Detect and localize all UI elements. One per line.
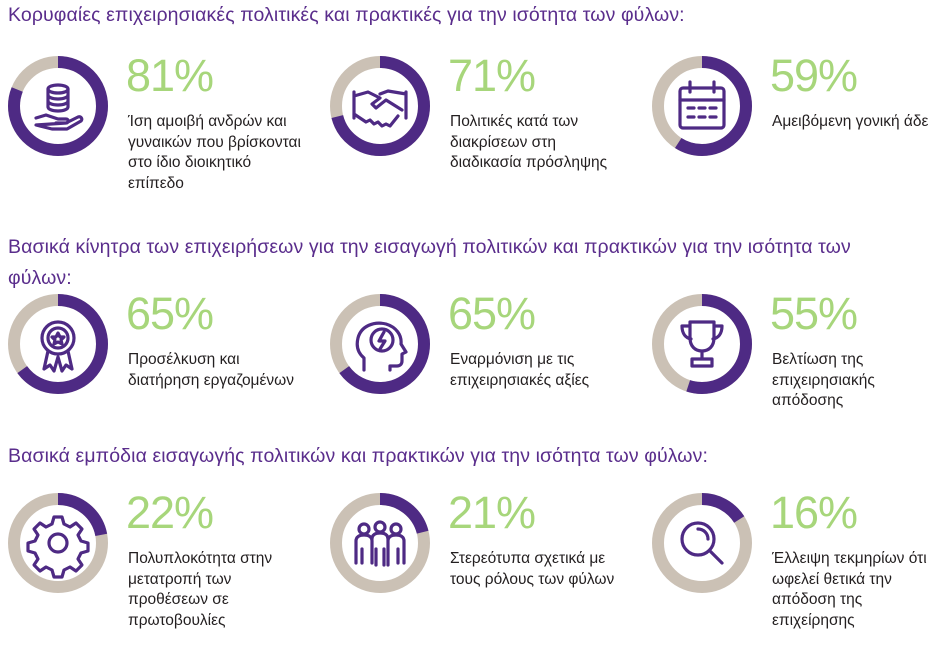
stat-item: 81% Ίση αμοιβή ανδρών και γυναικών που β… [8,50,308,206]
percent-value: 22% [126,487,214,538]
donut-value-arc [8,56,108,156]
gear-icon [26,515,90,579]
stat-item: 65% Προσέλκυση και διατήρηση εργαζομένων [8,288,308,444]
donut-value-arc [652,294,752,394]
stat-label: Πολυπλοκότητα στην μετατροπή των προθέσε… [128,550,273,629]
award-ribbon-icon [40,320,76,373]
percent-value: 65% [448,288,536,339]
stat-label: Βελτίωση της επιχειρησιακής απόδοσης [772,351,875,409]
coins-hand-icon [34,83,84,131]
percent-value: 65% [126,288,214,339]
stat-item: 59% Αμειβόμενη γονική άδεια [652,50,928,206]
stat-label: Πολιτικές κατά των διακρίσεων στη διαδικ… [450,113,608,171]
percent-value: 71% [448,50,536,101]
stat-item: 55% Βελτίωση της επιχειρησιακής απόδοσης [652,288,928,444]
donut-value-arc [330,56,430,156]
donut-ring [652,294,752,394]
donut-ring [8,294,108,394]
percent-value: 55% [770,288,858,339]
stat-item: 65% Εναρμόνιση με τις επιχειρησιακές αξί… [330,288,630,444]
donut-value-arc [652,56,752,156]
magnifier-icon [680,521,724,565]
stat-label: Εναρμόνιση με τις επιχειρησιακές αξίες [450,351,590,389]
donut-value-arc [652,493,752,593]
donut-ring [8,493,108,593]
stat-label: Αμειβόμενη γονική άδεια [772,113,928,130]
donut-value-arc [8,294,108,394]
stat-label: Ίση αμοιβή ανδρών και γυναικών που βρίσκ… [128,113,301,192]
donut-ring [330,56,430,156]
donut-ring [8,56,108,156]
heading-top-policies: Κορυφαίες επιχειρησιακές πολιτικές και π… [8,4,685,26]
percent-value: 59% [770,50,858,101]
handshake-icon [352,89,408,128]
donut-ring [652,493,752,593]
stat-item: 71% Πολιτικές κατά των διακρίσεων στη δι… [330,50,630,206]
stat-label: Έλλειψη τεκμηρίων ότι ωφελεί θετικά την … [772,550,927,629]
donut-ring [330,294,430,394]
donut-ring [652,56,752,156]
stat-item: 16% Έλλειψη τεκμηρίων ότι ωφελεί θετικά … [652,487,928,643]
stat-label: Στερεότυπα σχετικά με τους ρόλους των φύ… [450,550,615,588]
heading-motivations: Βασικά κίνητρα των επιχειρήσεων για την … [8,236,851,289]
percent-value: 16% [770,487,858,538]
people-group-icon [354,520,406,567]
donut-value-arc [8,493,108,593]
donut-value-arc [330,493,430,593]
percent-value: 81% [126,50,214,101]
donut-value-arc [330,294,430,394]
percent-value: 21% [448,487,536,538]
calendar-icon [678,80,726,130]
donut-ring [330,493,430,593]
trophy-icon [680,320,724,368]
heading-barriers: Βασικά εμπόδια εισαγωγής πολιτικών και π… [8,445,708,467]
stat-item: 21% Στερεότυπα σχετικά με τους ρόλους τω… [330,487,630,643]
stat-label: Προσέλκυση και διατήρηση εργαζομένων [128,351,295,389]
stat-item: 22% Πολυπλοκότητα στην μετατροπή των προ… [8,487,308,643]
head-idea-icon [355,321,408,372]
